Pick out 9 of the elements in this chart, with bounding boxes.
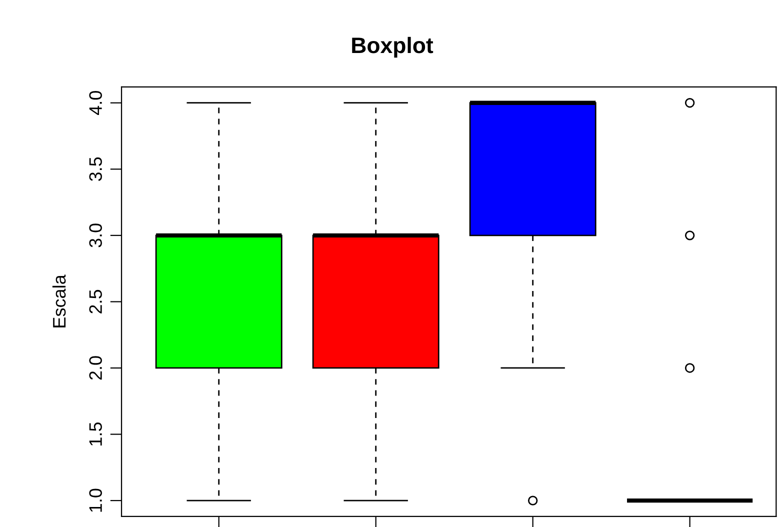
y-tick-label: 1.0 (89, 488, 102, 512)
chart-title: Boxplot (352, 36, 434, 58)
y-tick-label: 1.5 (89, 422, 102, 446)
y-tick-label: 3.0 (89, 224, 102, 248)
y-tick-label: 3.5 (89, 157, 102, 182)
y-tick-label: 2.5 (89, 290, 102, 314)
y-tick-label: 4.0 (89, 91, 102, 115)
y-axis-title: Escala (52, 274, 66, 328)
y-tick-label: 2.0 (89, 356, 102, 380)
